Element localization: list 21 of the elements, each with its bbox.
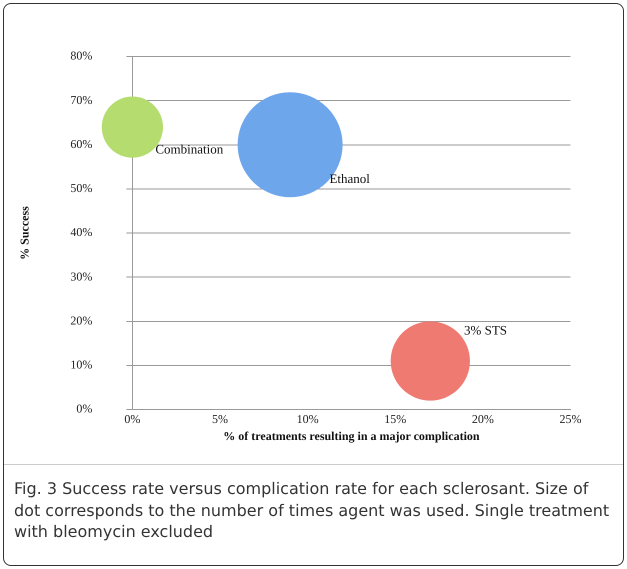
x-axis-title: % of treatments resulting in a major complication [223,429,480,444]
y-axis-title: % Success [17,206,32,260]
x-tick-label: 5% [212,412,228,426]
x-tick-label: 0% [124,412,140,426]
y-tick-label: 40% [70,225,92,240]
y-tick-label: 50% [70,181,92,196]
series-label: 3% STS [464,322,508,338]
y-tick-label: 0% [76,402,92,416]
series-label: Combination [155,141,224,156]
x-tick-label: 10% [296,412,319,426]
x-tick-label: 15% [384,412,406,426]
y-tick-label: 10% [70,358,92,372]
caption: Fig. 3 Success rate versus complication rate for each sclerosant. Size of dot corresponds to the number of times agent was used. Single treatment with bleomycin excluded [14,478,610,543]
x-tick-label: 25% [560,412,582,426]
y-tick-label: 20% [70,313,92,328]
series-label: Ethanol [329,171,370,186]
x-tick-label: 20% [472,412,494,426]
y-tick-label: 30% [70,269,92,284]
y-tick-label: 60% [70,136,92,151]
y-tick-label: 80% [70,48,92,63]
y-tick-label: 70% [70,92,92,107]
